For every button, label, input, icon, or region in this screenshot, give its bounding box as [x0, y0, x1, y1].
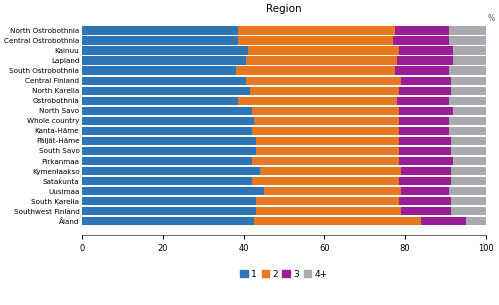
- Bar: [238, 36, 393, 45]
- Title: Region: Region: [266, 4, 302, 14]
- Bar: [251, 107, 399, 115]
- Bar: [454, 157, 486, 165]
- Bar: [82, 87, 250, 95]
- Bar: [255, 137, 399, 145]
- Bar: [421, 217, 466, 225]
- Bar: [452, 77, 486, 85]
- Bar: [82, 46, 248, 55]
- Bar: [82, 187, 264, 195]
- Bar: [260, 167, 401, 175]
- Bar: [450, 187, 486, 195]
- Bar: [452, 87, 486, 95]
- Bar: [450, 117, 486, 125]
- Bar: [82, 197, 255, 205]
- Bar: [236, 66, 395, 75]
- Bar: [401, 77, 452, 85]
- Bar: [251, 127, 399, 135]
- Bar: [251, 177, 399, 185]
- Bar: [454, 107, 486, 115]
- Bar: [395, 66, 450, 75]
- Bar: [397, 56, 454, 65]
- Bar: [450, 26, 486, 34]
- Bar: [399, 157, 454, 165]
- Bar: [82, 26, 238, 34]
- Bar: [82, 97, 238, 105]
- Bar: [399, 137, 452, 145]
- Bar: [454, 46, 486, 55]
- Bar: [450, 97, 486, 105]
- Bar: [255, 197, 399, 205]
- Bar: [450, 127, 486, 135]
- Bar: [82, 177, 251, 185]
- Bar: [399, 107, 454, 115]
- Bar: [450, 36, 486, 45]
- Bar: [246, 56, 397, 65]
- Bar: [82, 66, 236, 75]
- Bar: [82, 157, 251, 165]
- Bar: [399, 177, 452, 185]
- Bar: [82, 127, 251, 135]
- Bar: [82, 147, 255, 155]
- Bar: [253, 217, 421, 225]
- Bar: [395, 26, 450, 34]
- Bar: [82, 167, 260, 175]
- Bar: [399, 117, 450, 125]
- Bar: [452, 167, 486, 175]
- Bar: [264, 187, 401, 195]
- Text: %: %: [488, 14, 495, 23]
- Bar: [401, 167, 452, 175]
- Bar: [255, 147, 399, 155]
- Legend: 1, 2, 3, 4+: 1, 2, 3, 4+: [241, 270, 327, 279]
- Bar: [82, 207, 255, 215]
- Bar: [82, 77, 246, 85]
- Bar: [246, 77, 401, 85]
- Bar: [253, 117, 399, 125]
- Bar: [251, 157, 399, 165]
- Bar: [454, 56, 486, 65]
- Bar: [82, 56, 246, 65]
- Bar: [399, 197, 452, 205]
- Bar: [248, 46, 399, 55]
- Bar: [401, 187, 450, 195]
- Bar: [238, 26, 395, 34]
- Bar: [393, 36, 450, 45]
- Bar: [82, 117, 253, 125]
- Bar: [452, 197, 486, 205]
- Bar: [82, 137, 255, 145]
- Bar: [450, 66, 486, 75]
- Bar: [397, 97, 450, 105]
- Bar: [466, 217, 486, 225]
- Bar: [452, 147, 486, 155]
- Bar: [399, 46, 454, 55]
- Bar: [82, 107, 251, 115]
- Bar: [452, 137, 486, 145]
- Bar: [255, 207, 401, 215]
- Bar: [401, 207, 452, 215]
- Bar: [82, 36, 238, 45]
- Bar: [399, 127, 450, 135]
- Bar: [399, 87, 452, 95]
- Bar: [238, 97, 397, 105]
- Bar: [452, 177, 486, 185]
- Bar: [399, 147, 452, 155]
- Bar: [452, 207, 486, 215]
- Bar: [82, 217, 253, 225]
- Bar: [250, 87, 399, 95]
